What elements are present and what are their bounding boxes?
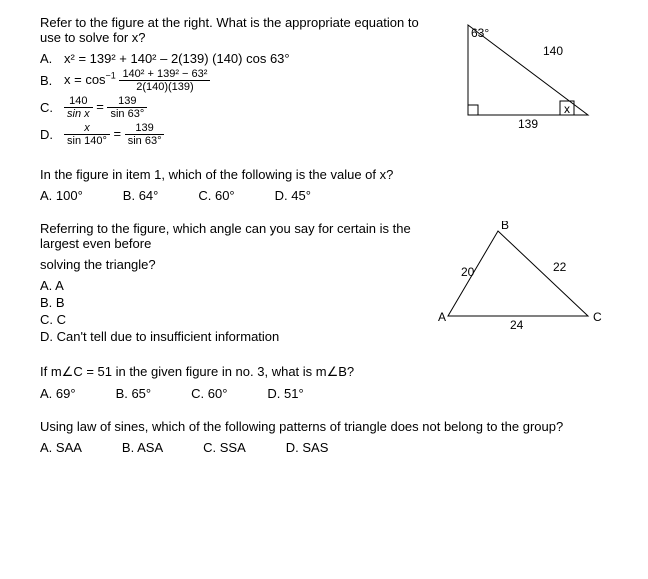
question-2: In the figure in item 1, which of the fo… bbox=[40, 167, 608, 203]
figure-1: 63° 140 139 x bbox=[448, 15, 608, 133]
question-1: 63° 140 139 x Refer to the figure at the… bbox=[40, 15, 608, 149]
question-5: Using law of sines, which of the followi… bbox=[40, 419, 608, 455]
option-text: x = cos−1 140² + 139² − 63²2(140)(139) bbox=[64, 68, 210, 93]
option-text: xsin 140° = 139sin 63° bbox=[64, 122, 164, 147]
q4-option-c: C. 60° bbox=[191, 386, 227, 401]
svg-text:24: 24 bbox=[510, 318, 524, 332]
q5-prompt: Using law of sines, which of the followi… bbox=[40, 419, 608, 434]
q3-option-b: B. B bbox=[40, 295, 428, 310]
q2-option-a: A. 100° bbox=[40, 188, 83, 203]
q1-option-c: C. 140sin x = 139sin 63° bbox=[40, 95, 438, 120]
q4-prompt: If m∠C = 51 in the given figure in no. 3… bbox=[40, 364, 608, 380]
q1-option-a: A. x² = 139² + 140² – 2(139) (140) cos 6… bbox=[40, 51, 438, 66]
q5-option-c: C. SSA bbox=[203, 440, 246, 455]
svg-text:20: 20 bbox=[461, 265, 475, 279]
q5-option-a: A. SAA bbox=[40, 440, 82, 455]
svg-text:139: 139 bbox=[518, 117, 538, 130]
svg-text:140: 140 bbox=[543, 44, 563, 58]
option-letter: C. bbox=[40, 100, 64, 115]
svg-text:C: C bbox=[593, 310, 602, 324]
q3-option-c: C. C bbox=[40, 312, 428, 327]
q2-option-d: D. 45° bbox=[275, 188, 311, 203]
option-text: 140sin x = 139sin 63° bbox=[64, 95, 147, 120]
svg-text:63°: 63° bbox=[471, 26, 489, 40]
q4-option-d: D. 51° bbox=[267, 386, 303, 401]
q3-option-d: D. Can't tell due to insufficient inform… bbox=[40, 329, 428, 344]
svg-text:B: B bbox=[501, 221, 509, 232]
q2-prompt: In the figure in item 1, which of the fo… bbox=[40, 167, 608, 182]
q2-option-c: C. 60° bbox=[198, 188, 234, 203]
question-3: B A C 20 22 24 Referring to the figure, … bbox=[40, 221, 608, 346]
q2-option-b: B. 64° bbox=[123, 188, 159, 203]
option-letter: D. bbox=[40, 127, 64, 142]
q4-options: A. 69° B. 65° C. 60° D. 51° bbox=[40, 386, 608, 401]
figure-3: B A C 20 22 24 bbox=[438, 221, 608, 339]
question-4: If m∠C = 51 in the given figure in no. 3… bbox=[40, 364, 608, 401]
q5-option-b: B. ASA bbox=[122, 440, 163, 455]
q5-option-d: D. SAS bbox=[286, 440, 329, 455]
q3-option-a: A. A bbox=[40, 278, 428, 293]
svg-text:22: 22 bbox=[553, 260, 567, 274]
svg-text:x: x bbox=[564, 102, 570, 116]
svg-text:A: A bbox=[438, 310, 446, 324]
q1-option-d: D. xsin 140° = 139sin 63° bbox=[40, 122, 438, 147]
q4-option-b: B. 65° bbox=[116, 386, 152, 401]
q1-option-b: B. x = cos−1 140² + 139² − 63²2(140)(139… bbox=[40, 68, 438, 93]
q2-options: A. 100° B. 64° C. 60° D. 45° bbox=[40, 188, 608, 203]
option-letter: B. bbox=[40, 73, 64, 88]
q5-options: A. SAA B. ASA C. SSA D. SAS bbox=[40, 440, 608, 455]
q4-option-a: A. 69° bbox=[40, 386, 76, 401]
option-text: x² = 139² + 140² – 2(139) (140) cos 63° bbox=[64, 51, 290, 66]
option-letter: A. bbox=[40, 51, 64, 66]
